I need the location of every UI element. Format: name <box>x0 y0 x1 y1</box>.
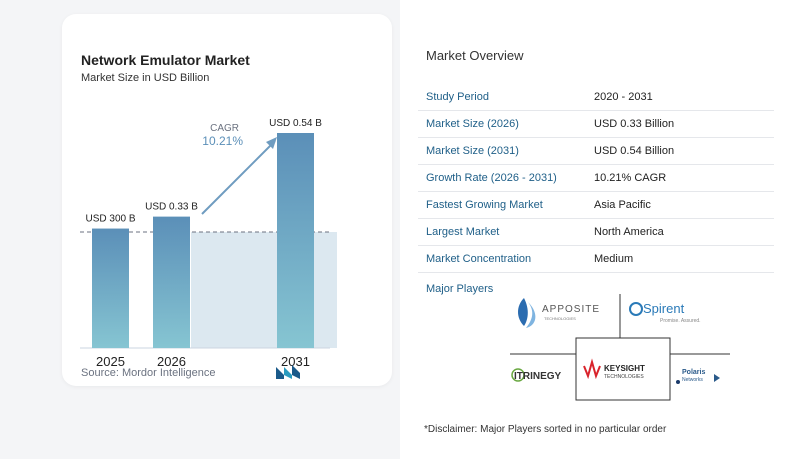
row-key: Market Size (2026) <box>426 118 519 130</box>
svg-text:Spirent: Spirent <box>643 301 685 316</box>
cagr-label: CAGR <box>210 123 239 134</box>
svg-text:ITRINEGY: ITRINEGY <box>514 371 562 382</box>
mordor-logo-icon <box>276 365 300 379</box>
tick-label-2026: 2026 <box>157 354 186 369</box>
overview-row-size-2031: Market Size (2031) USD 0.54 Billion <box>418 138 774 165</box>
data-label-2025: USD 300 B <box>85 214 135 225</box>
row-value: 10.21% CAGR <box>594 172 667 184</box>
row-key: Growth Rate (2026 - 2031) <box>426 172 557 184</box>
bar-2025 <box>92 228 129 348</box>
row-value: North America <box>594 226 664 238</box>
overview-row-growth-rate: Growth Rate (2026 - 2031) 10.21% CAGR <box>418 165 774 192</box>
major-players-logos: APPOSITE TECHNOLOGIES Spirent Promise. A… <box>510 294 730 401</box>
row-key: Largest Market <box>426 226 500 238</box>
chart-card: USD 300 B 2025 USD 0.33 B 2026 USD 0.54 B 203… <box>62 14 392 386</box>
row-key: Study Period <box>426 91 489 103</box>
overview-row-concentration: Market Concentration Medium <box>418 246 774 273</box>
bar-2026 <box>153 216 190 348</box>
disclaimer-note: *Disclaimer: Major Players sorted in no … <box>424 424 667 435</box>
cagr-arrow <box>201 140 276 215</box>
row-key: Market Size (2031) <box>426 145 519 157</box>
itrinegy-logo-icon: ITRINEGY <box>511 368 562 382</box>
bar-chart: USD 300 B 2025 USD 0.33 B 2026 USD 0.54 B 203… <box>80 118 337 369</box>
cagr-arrowhead <box>266 137 277 149</box>
row-value: 2020 - 2031 <box>594 91 653 103</box>
row-key: Fastest Growing Market <box>426 199 543 211</box>
apposite-logo-icon: APPOSITE TECHNOLOGIES <box>518 298 600 328</box>
row-key: Market Concentration <box>426 253 532 265</box>
highlight-band <box>191 232 337 348</box>
overview-row-largest-market: Largest Market North America <box>418 219 774 246</box>
row-value: USD 0.54 Billion <box>594 145 675 157</box>
spirent-logo-icon: Spirent Promise. Assured. <box>629 301 701 324</box>
svg-text:Promise. Assured.: Promise. Assured. <box>660 318 701 324</box>
svg-text:APPOSITE: APPOSITE <box>542 304 600 315</box>
svg-text:KEYSIGHT: KEYSIGHT <box>604 364 645 373</box>
svg-text:TECHNOLOGIES: TECHNOLOGIES <box>544 316 576 321</box>
keysight-logo-icon: KEYSIGHT TECHNOLOGIES <box>583 358 645 380</box>
tick-label-2025: 2025 <box>96 354 125 369</box>
chart-title: Network Emulator Market <box>81 52 250 68</box>
major-players-title: Major Players <box>426 283 494 295</box>
source-note: Source: Mordor Intelligence <box>81 367 216 379</box>
row-value: USD 0.33 Billion <box>594 118 675 130</box>
data-label-2031: USD 0.54 B <box>269 118 322 129</box>
overview-row-fastest-market: Fastest Growing Market Asia Pacific <box>418 192 774 219</box>
tick-label-2031: 2031 <box>281 354 310 369</box>
row-value: Medium <box>594 253 634 265</box>
row-value: Asia Pacific <box>594 199 651 211</box>
svg-text:TECHNOLOGIES: TECHNOLOGIES <box>604 374 644 380</box>
svg-text:Networks: Networks <box>682 377 703 383</box>
svg-text:Polaris: Polaris <box>682 369 705 376</box>
overview-row-size-2026: Market Size (2026) USD 0.33 Billion <box>418 111 774 138</box>
bar-2031 <box>277 133 314 348</box>
overview-title: Market Overview <box>426 48 524 63</box>
chart-subtitle: Market Size in USD Billion <box>81 72 210 84</box>
keysight-box <box>575 337 671 401</box>
data-label-2026: USD 0.33 B <box>145 202 198 213</box>
polaris-logo-icon: Polaris Networks <box>676 369 720 384</box>
overview-panel: Market Overview Study Period 2020 - 2031… <box>400 0 800 459</box>
overview-row-study-period: Study Period 2020 - 2031 <box>418 84 774 111</box>
cagr-value: 10.21% <box>202 134 243 148</box>
